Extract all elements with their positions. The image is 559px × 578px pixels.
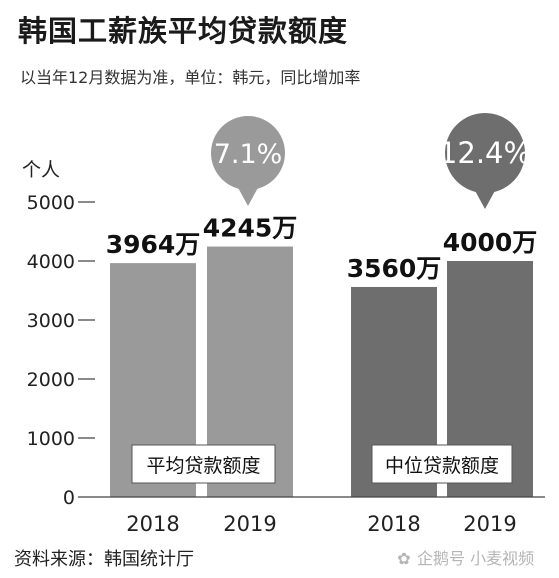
growth-bubble bbox=[445, 113, 525, 193]
bar-value-label: 3560万 bbox=[347, 254, 442, 283]
y-tick-label: 1000 bbox=[27, 428, 75, 450]
y-tick-label: 0 bbox=[63, 487, 75, 509]
series-name-label: 中位贷款额度 bbox=[385, 455, 499, 477]
series-name-box bbox=[131, 444, 276, 484]
chart-title: 韩国工薪族平均贷款额度 bbox=[18, 14, 349, 48]
x-tick-label: 2018 bbox=[367, 512, 420, 536]
x-tick-label: 2019 bbox=[223, 512, 276, 536]
watermark-text: 企鹅号 小麦视频 bbox=[417, 549, 535, 568]
bar-value-label: 3964万 bbox=[106, 230, 201, 259]
series-name-box bbox=[371, 444, 513, 484]
growth-rate-label: 7.1% bbox=[214, 139, 283, 170]
chart-subtitle: 以当年12月数据为准，单位：韩元，同比增加率 bbox=[20, 68, 361, 87]
watermark: ✿ 企鹅号 小麦视频 bbox=[395, 545, 534, 569]
series-name-label: 平均贷款额度 bbox=[146, 455, 260, 477]
y-axis-label: 个人 bbox=[22, 159, 60, 181]
watermark-logo-icon: ✿ bbox=[397, 549, 411, 568]
y-tick-label: 4000 bbox=[27, 251, 75, 273]
source-note: 资料来源：韩国统计厅 bbox=[14, 549, 194, 570]
bar-value-label: 4245万 bbox=[203, 214, 298, 243]
growth-bubble bbox=[211, 116, 285, 190]
x-tick-label: 2018 bbox=[126, 512, 179, 536]
growth-rate-label: 12.4% bbox=[439, 136, 531, 170]
y-tick-label: 5000 bbox=[27, 192, 75, 214]
y-tick-label: 2000 bbox=[27, 369, 75, 391]
bar-value-label: 4000万 bbox=[443, 228, 538, 257]
y-tick-label: 3000 bbox=[27, 310, 75, 332]
x-tick-label: 2019 bbox=[463, 512, 516, 536]
